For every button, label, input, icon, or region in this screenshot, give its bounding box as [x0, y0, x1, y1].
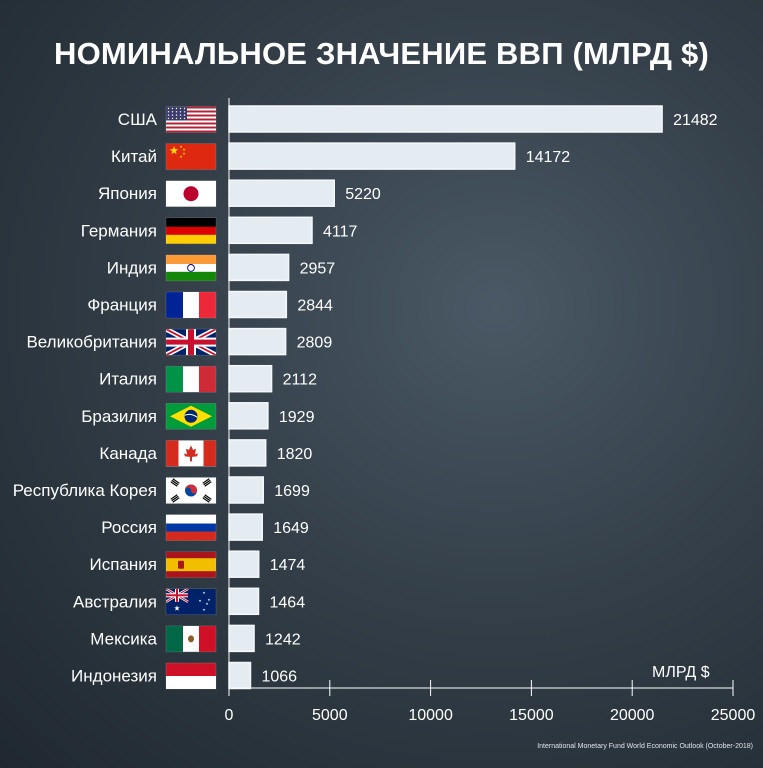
bar	[228, 364, 273, 393]
x-tick-label: 15000	[509, 707, 554, 724]
south-korea-flag-icon	[165, 477, 217, 504]
bar	[228, 402, 269, 430]
category-label: США	[118, 110, 158, 129]
value-label: 4117	[323, 223, 358, 240]
value-label: 1820	[277, 446, 313, 463]
x-tick-label: 0	[225, 707, 234, 724]
bar	[228, 439, 267, 467]
x-axis-unit-label: МЛРД $	[652, 664, 710, 681]
category-label: Россия	[101, 518, 157, 537]
france-flag-icon	[165, 291, 217, 319]
bar	[228, 253, 290, 282]
japan-flag-icon	[165, 180, 217, 207]
value-label: 2809	[297, 335, 333, 352]
bar	[228, 142, 516, 170]
category-label: Япония	[98, 184, 157, 203]
bar	[228, 661, 252, 690]
category-label: Мексика	[90, 629, 157, 648]
category-label: Испания	[90, 555, 157, 574]
india-flag-icon	[165, 254, 217, 282]
category-label: Канада	[99, 444, 157, 463]
value-label: 1242	[265, 631, 301, 648]
category-label: Китай	[111, 147, 157, 166]
russia-flag-icon	[165, 514, 217, 541]
bar	[228, 550, 260, 578]
category-label: Индия	[107, 258, 157, 277]
bar	[228, 105, 663, 133]
value-label: 1699	[274, 483, 310, 500]
x-tick-label: 25000	[711, 707, 756, 724]
mexico-flag-icon	[165, 625, 217, 653]
source-note: International Monetary Fund World Econom…	[537, 743, 753, 750]
bar	[228, 216, 313, 245]
italy-flag-icon	[165, 365, 217, 393]
value-label: 1929	[279, 409, 315, 426]
category-label: Бразилия	[81, 407, 157, 426]
spain-flag-icon	[165, 551, 217, 578]
chart-title: НОМИНАЛЬНОЕ ЗНАЧЕНИЕ ВВП (МЛРД $)	[54, 36, 709, 71]
x-tick-label: 10000	[408, 707, 453, 724]
category-label: Германия	[81, 221, 157, 240]
indonesia-flag-icon	[165, 662, 217, 690]
canada-flag-icon	[165, 440, 217, 467]
category-label: Великобритания	[26, 333, 157, 352]
china-flag-icon	[165, 143, 217, 170]
category-label: Франция	[87, 296, 157, 315]
value-label: 1474	[270, 557, 306, 574]
x-tick-label: 20000	[610, 707, 655, 724]
category-label: Индонезия	[71, 667, 157, 686]
australia-flag-icon	[165, 588, 217, 616]
value-label: 21482	[673, 112, 718, 129]
category-label: Италия	[99, 370, 157, 389]
bar	[228, 179, 335, 207]
bar	[228, 624, 255, 653]
value-label: 1464	[270, 594, 306, 611]
category-label: Австралия	[73, 592, 157, 611]
germany-flag-icon	[165, 217, 217, 245]
bar	[228, 327, 287, 356]
bar	[228, 513, 263, 541]
uk-flag-icon	[165, 328, 217, 356]
value-label: 1649	[273, 520, 309, 537]
brazil-flag-icon	[165, 403, 217, 430]
category-label: Республика Корея	[13, 481, 157, 500]
value-label: 2844	[297, 298, 333, 315]
us-flag-icon	[165, 106, 217, 133]
bar	[228, 476, 265, 504]
x-tick-label: 5000	[312, 707, 348, 724]
value-label: 2957	[300, 260, 336, 277]
bar	[228, 587, 260, 616]
value-label: 1066	[261, 669, 297, 686]
bar	[228, 290, 288, 319]
value-label: 2112	[283, 372, 318, 389]
value-label: 5220	[345, 186, 381, 203]
value-label: 14172	[526, 149, 571, 166]
